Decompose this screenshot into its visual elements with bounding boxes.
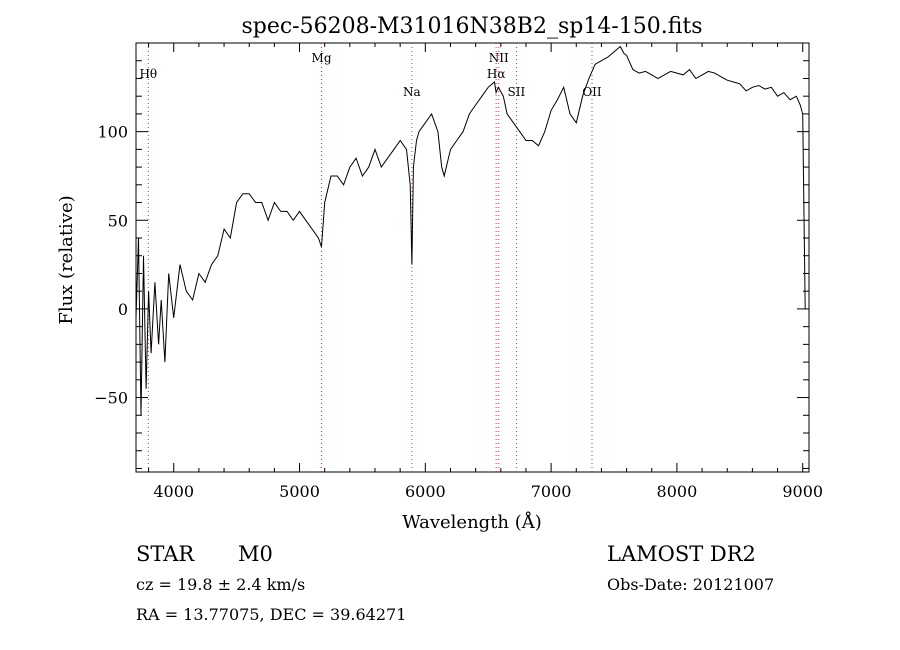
x-tick-label: 7000 xyxy=(531,482,572,501)
redshift-velocity: cz = 19.8 ± 2.4 km/s xyxy=(136,575,306,594)
plot-frame xyxy=(135,42,810,473)
x-tick-label: 5000 xyxy=(279,482,320,501)
x-axis-label: Wavelength (Å) xyxy=(402,511,542,533)
y-tick-label: 0 xyxy=(118,300,128,319)
y-tick-label: 100 xyxy=(97,123,128,142)
survey-name: LAMOST DR2 xyxy=(607,542,756,566)
x-tick-label: 6000 xyxy=(405,482,446,501)
line-marker-label: NII xyxy=(489,51,509,65)
spectrum-chart: spec-56208-M31016N38B2_sp14-150.fits Hθ M… xyxy=(56,14,823,533)
y-axis-label: Flux (relative) xyxy=(56,195,77,324)
line-marker-label: Hα xyxy=(487,67,506,81)
line-marker-label: SII xyxy=(508,85,526,99)
observation-date: Obs-Date: 20121007 xyxy=(607,575,775,594)
line-marker-label: Na xyxy=(403,85,421,99)
object-class: STAR xyxy=(136,542,195,566)
y-tick-label: −50 xyxy=(94,389,128,408)
line-marker-label: OII xyxy=(582,85,602,99)
chart-title: spec-56208-M31016N38B2_sp14-150.fits xyxy=(241,14,702,39)
x-tick-label: 4000 xyxy=(153,482,194,501)
line-marker-label: Mg xyxy=(312,51,332,65)
y-tick-label: 50 xyxy=(108,211,128,230)
object-subclass: M0 xyxy=(238,542,273,566)
x-tick-label: 9000 xyxy=(782,482,823,501)
coordinates: RA = 13.77075, DEC = 39.64271 xyxy=(136,605,407,624)
line-marker-label: Hθ xyxy=(139,67,157,81)
axis-ticks: 4000 5000 6000 7000 8000 9000 −50 0 50 100 xyxy=(94,43,823,501)
x-tick-label: 8000 xyxy=(657,482,698,501)
spectrum-line xyxy=(135,45,806,416)
